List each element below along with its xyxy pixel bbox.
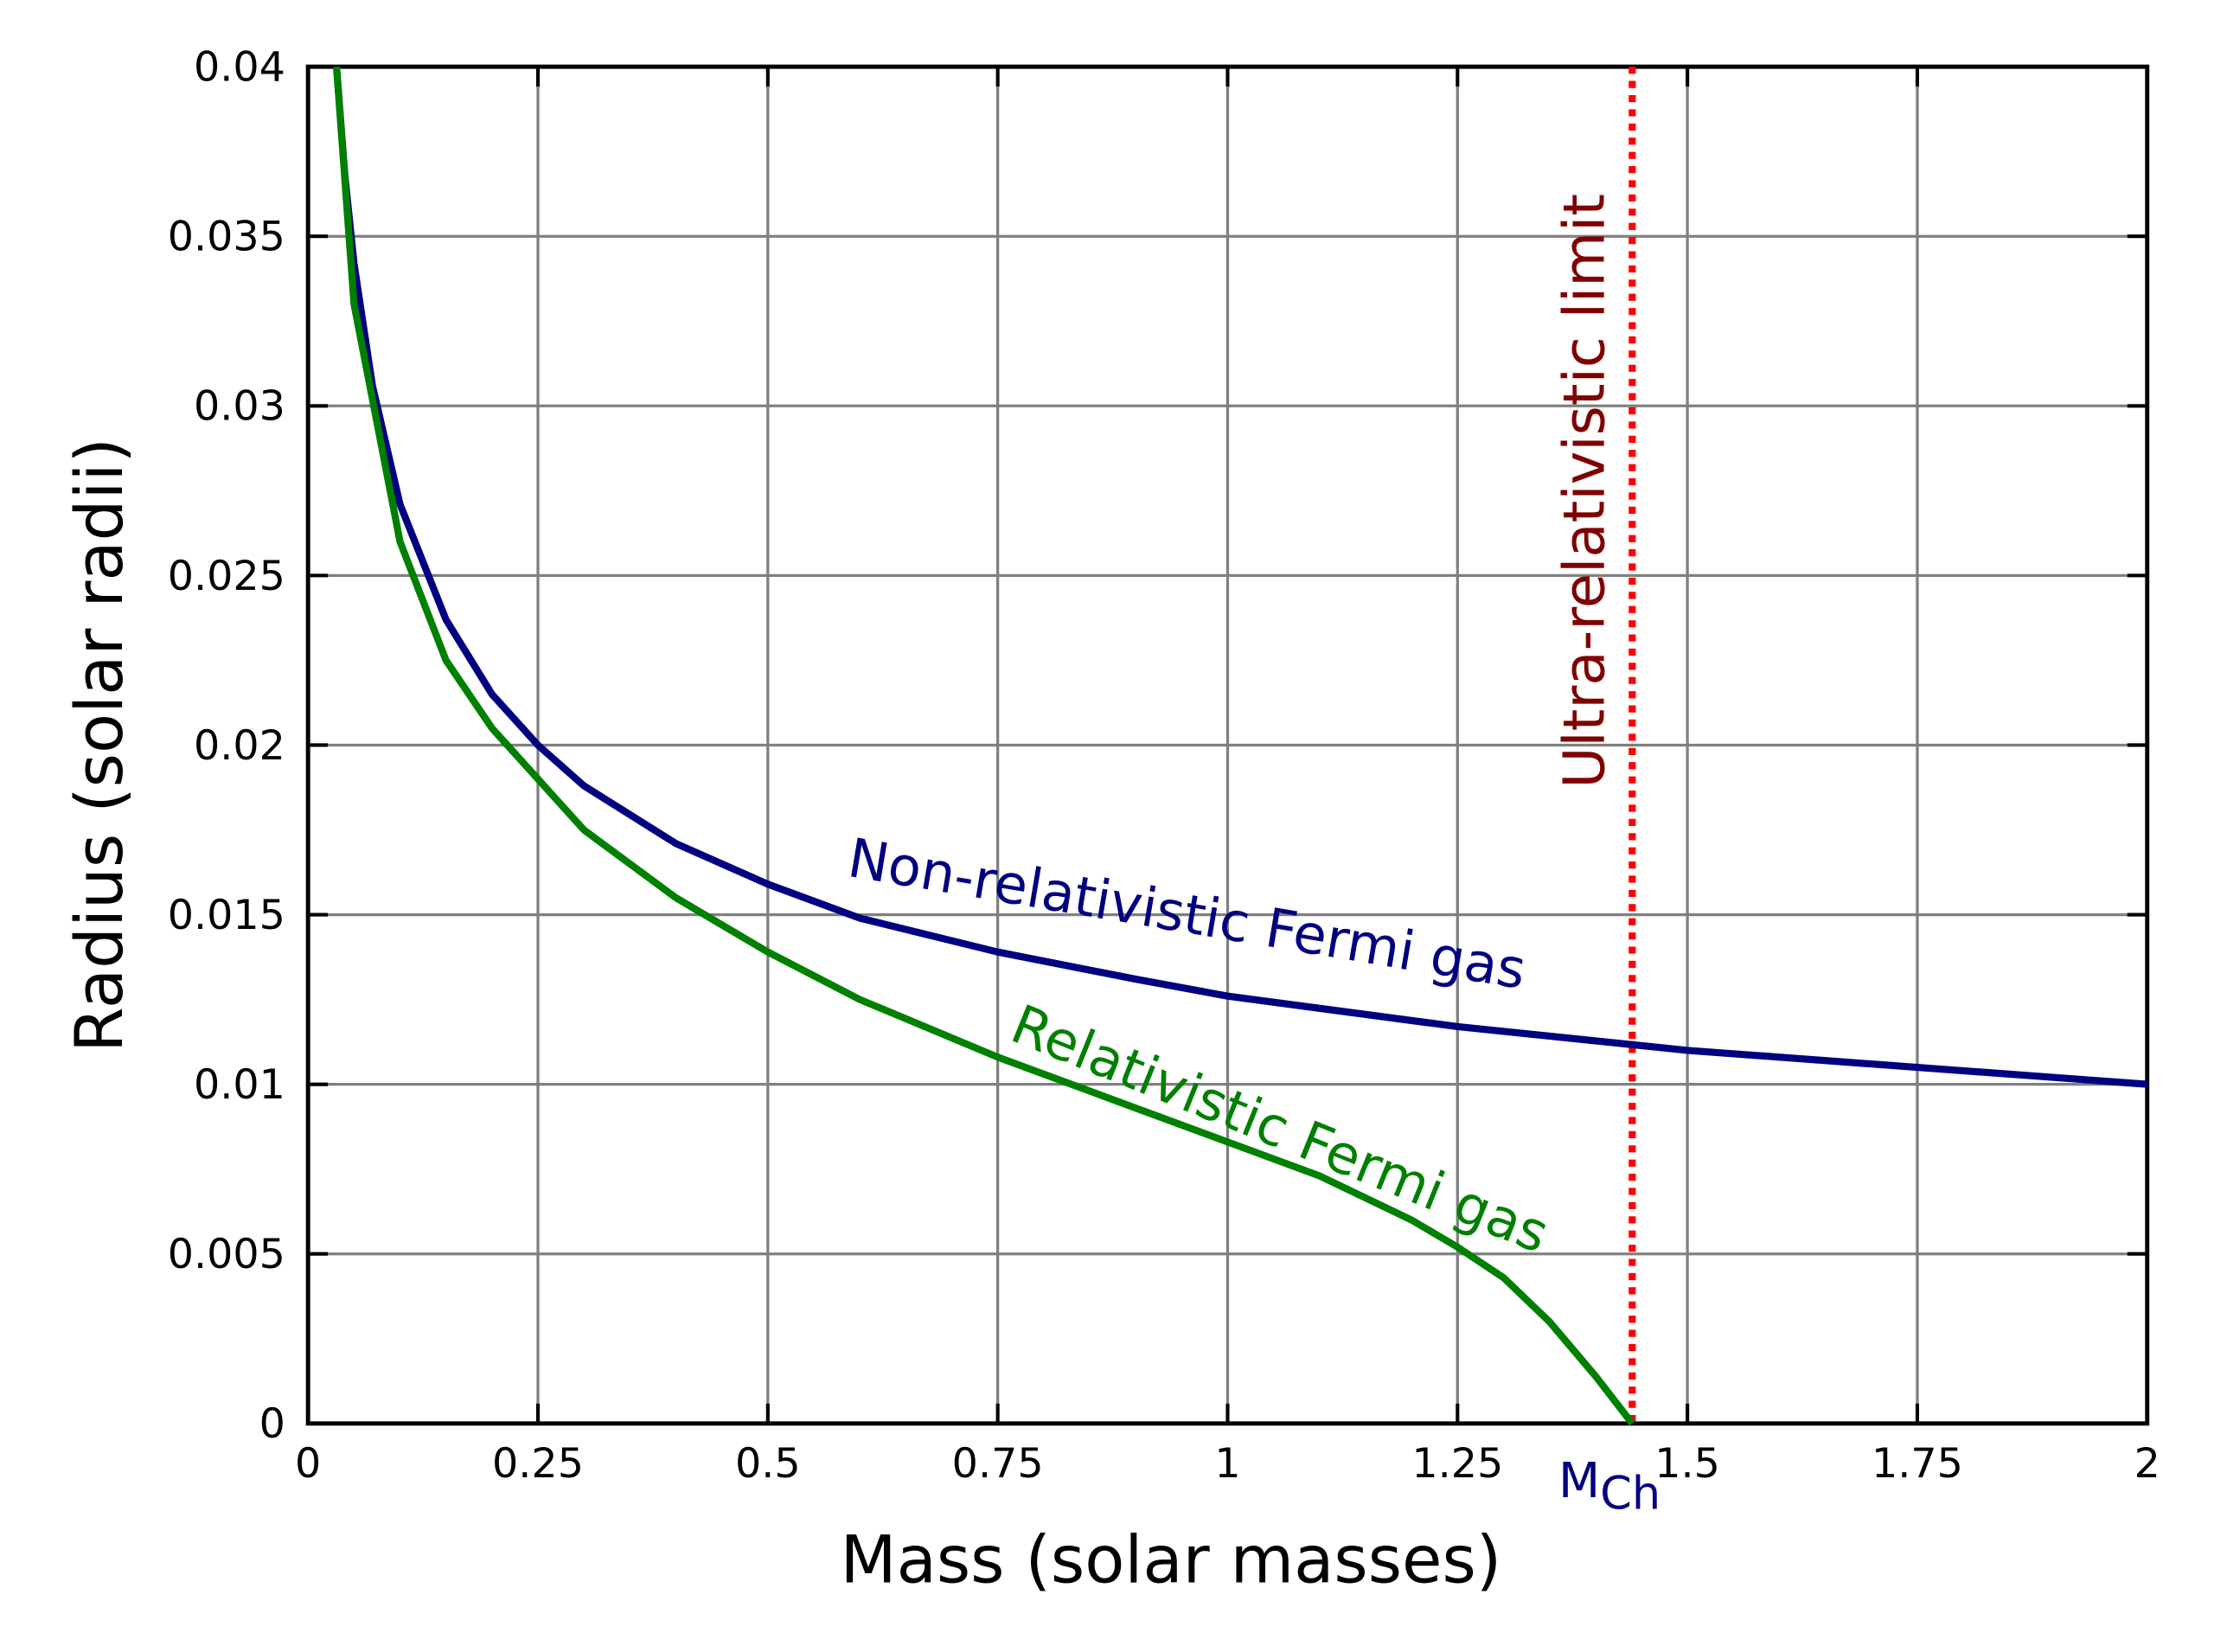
y-axis-label: Radius (solar radii) — [61, 438, 138, 1053]
x-tick-label: 2 — [2134, 1440, 2160, 1488]
x-tick-label: 1.75 — [1872, 1440, 1963, 1488]
y-tick-label: 0.03 — [194, 383, 285, 431]
x-tick-label: 1.25 — [1411, 1440, 1503, 1488]
limit-tick-label: MCh — [1558, 1453, 1660, 1520]
y-tick-label: 0.015 — [168, 892, 285, 939]
y-tick-label: 0.035 — [168, 214, 285, 261]
x-tick-label: 0.25 — [492, 1440, 584, 1488]
y-tick-label: 0.01 — [194, 1061, 285, 1109]
series-line — [333, 66, 1635, 1426]
x-tick-label: 0.5 — [735, 1440, 801, 1488]
y-tick-label: 0.025 — [168, 553, 285, 600]
x-tick-label: 1 — [1214, 1440, 1240, 1488]
x-axis-label: Mass (solar masses) — [840, 1522, 1501, 1598]
x-tick-label: 1.5 — [1654, 1440, 1720, 1488]
y-tick-label: 0 — [259, 1400, 285, 1448]
limit-label: Ultra-relativistic limit — [1552, 194, 1618, 789]
x-tick-label: 0 — [295, 1440, 321, 1488]
plot-frame — [305, 64, 2150, 1426]
y-tick-label: 0.04 — [194, 44, 285, 92]
series-label: Relativistic Fermi gas — [1003, 992, 1558, 1265]
x-tick-label: 0.75 — [952, 1440, 1044, 1488]
y-tick-label: 0.005 — [168, 1231, 285, 1278]
y-tick-label: 0.02 — [194, 722, 285, 770]
limit-tick-label-sub: Ch — [1600, 1467, 1660, 1520]
limit-tick-label-main: M — [1558, 1453, 1600, 1509]
